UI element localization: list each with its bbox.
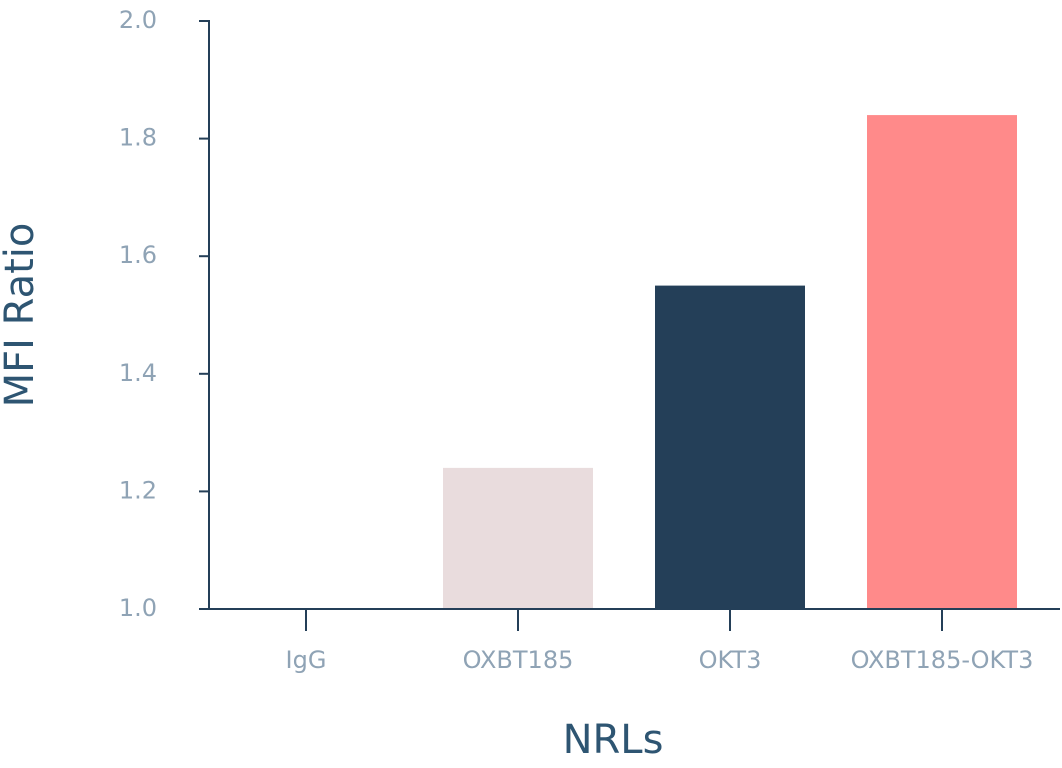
y-tick-label: 1.2: [119, 476, 157, 504]
bar: [443, 467, 593, 609]
bar: [867, 115, 1017, 609]
y-tick-label: 1.0: [119, 594, 157, 622]
y-tick-label: 1.8: [119, 124, 157, 152]
y-axis-title: MFI Ratio: [0, 223, 43, 408]
x-tick-label: OKT3: [699, 646, 762, 674]
bar: [655, 285, 805, 609]
x-tick-label: OXBT185: [463, 646, 574, 674]
x-tick-label: OXBT185-OKT3: [851, 646, 1034, 674]
x-tick-label: IgG: [286, 646, 327, 674]
x-axis-title: NRLs: [563, 717, 664, 763]
y-tick-label: 2.0: [119, 6, 157, 34]
y-tick-label: 1.6: [119, 241, 157, 269]
y-tick-label: 1.4: [119, 359, 157, 387]
